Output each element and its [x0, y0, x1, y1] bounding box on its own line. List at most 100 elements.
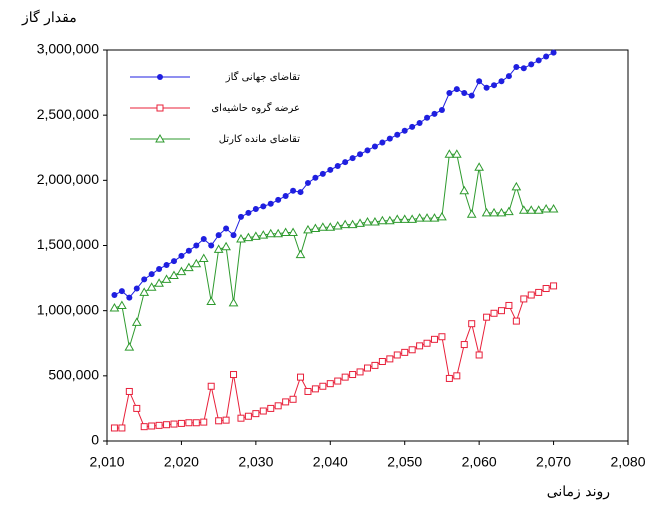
- data-point: [504, 206, 514, 216]
- data-point: [236, 233, 246, 243]
- data-point: [118, 424, 126, 432]
- data-point: [483, 313, 491, 321]
- data-point: [393, 351, 401, 359]
- data-point: [252, 206, 259, 213]
- data-point: [541, 203, 551, 213]
- data-point: [304, 179, 311, 186]
- data-point: [438, 106, 445, 113]
- data-point: [228, 297, 239, 307]
- data-point: [349, 155, 356, 162]
- x-tick-label: 2,080: [610, 454, 645, 470]
- data-point: [424, 114, 431, 121]
- data-point: [192, 419, 200, 427]
- data-point: [148, 271, 155, 278]
- data-point: [230, 371, 238, 379]
- data-point: [290, 187, 297, 194]
- data-point: [265, 228, 276, 238]
- data-point: [184, 262, 194, 272]
- data-point: [319, 170, 326, 177]
- data-point: [378, 357, 386, 365]
- plot-frame: [106, 49, 629, 442]
- data-point: [459, 185, 470, 195]
- y-axis-label: مقدار گاز: [21, 9, 77, 26]
- data-point: [334, 162, 341, 169]
- data-point: [340, 219, 351, 229]
- data-point: [289, 395, 297, 403]
- data-point: [384, 215, 395, 225]
- data-point: [154, 278, 164, 287]
- data-point: [267, 404, 275, 412]
- data-point: [342, 159, 349, 166]
- data-point: [221, 241, 231, 251]
- y-tick-label: 2,000,000: [37, 171, 99, 187]
- data-point: [543, 53, 550, 60]
- data-point: [208, 242, 215, 249]
- data-point: [170, 420, 178, 428]
- data-point: [215, 417, 223, 425]
- data-point: [275, 196, 282, 203]
- data-point: [304, 387, 312, 395]
- data-point: [327, 166, 334, 173]
- data-point: [379, 139, 386, 146]
- data-point: [341, 373, 349, 381]
- data-point: [460, 341, 468, 349]
- data-point: [193, 242, 200, 249]
- data-point: [446, 90, 453, 97]
- y-tick-label: 1,000,000: [37, 301, 99, 317]
- data-point: [332, 220, 343, 230]
- data-point: [520, 65, 527, 72]
- data-point: [252, 410, 260, 418]
- data-point: [259, 407, 267, 415]
- x-tick-label: 2,040: [313, 454, 348, 470]
- data-point: [362, 217, 373, 226]
- data-point: [513, 63, 520, 70]
- data-point: [535, 288, 543, 296]
- data-point: [280, 227, 291, 236]
- data-point: [237, 213, 244, 220]
- y-tick-label: 2,500,000: [37, 106, 99, 122]
- legend-marker: [157, 74, 163, 80]
- data-point: [453, 86, 460, 93]
- data-point: [295, 249, 306, 259]
- data-point: [481, 207, 492, 217]
- data-point: [325, 222, 336, 231]
- data-point: [312, 174, 319, 181]
- data-point: [474, 162, 485, 171]
- data-point: [206, 296, 217, 306]
- data-point: [244, 412, 252, 420]
- data-point: [185, 419, 193, 427]
- data-point: [311, 385, 319, 393]
- data-point: [399, 214, 410, 223]
- data-point: [198, 253, 209, 263]
- data-point: [207, 382, 215, 390]
- data-point: [148, 422, 156, 430]
- data-point: [535, 57, 542, 64]
- data-point: [550, 282, 558, 290]
- data-point: [237, 414, 245, 422]
- data-point: [496, 207, 507, 217]
- data-point: [377, 215, 388, 225]
- data-point: [364, 147, 371, 154]
- data-point: [370, 217, 380, 226]
- x-tick-label: 2,060: [462, 454, 497, 470]
- data-point: [430, 335, 438, 343]
- data-point: [282, 398, 290, 406]
- x-tick-label: 2,070: [536, 454, 571, 470]
- y-tick-label: 500,000: [48, 367, 99, 383]
- x-tick-label: 2,020: [164, 454, 199, 470]
- data-point: [163, 421, 171, 429]
- x-tick-label: 2,030: [238, 454, 273, 470]
- data-point: [310, 223, 321, 233]
- data-point: [357, 151, 364, 158]
- data-point: [146, 282, 157, 291]
- data-point: [178, 252, 185, 259]
- legend-label: تقاضای مانده کارتل: [219, 134, 300, 145]
- data-point: [518, 205, 529, 214]
- data-point: [533, 205, 544, 214]
- data-point: [505, 301, 513, 309]
- data-point: [140, 423, 148, 431]
- x-axis-label: روند زمانی: [547, 484, 610, 500]
- data-point: [407, 214, 418, 223]
- data-point: [163, 262, 170, 269]
- data-point: [526, 205, 537, 214]
